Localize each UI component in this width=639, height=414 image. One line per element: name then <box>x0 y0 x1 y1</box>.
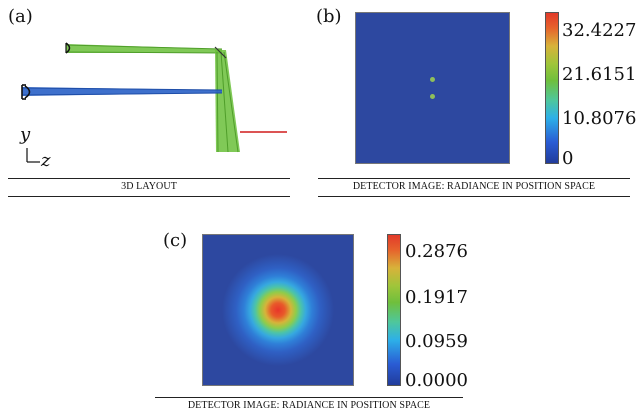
panel-c-caption: DETECTOR IMAGE: RADIANCE IN POSITION SPA… <box>187 400 431 411</box>
panel-b-rule-bottom <box>318 196 630 197</box>
spot-1 <box>430 77 435 82</box>
colorbar-c-tick-1: 0.1917 <box>405 287 468 308</box>
axis-z-label: z <box>41 150 51 171</box>
panel-a-caption: 3D LAYOUT <box>121 181 177 192</box>
panel-c-label: (c) <box>163 230 188 251</box>
colorbar-b-tick-3: 0 <box>562 148 574 169</box>
detector-image-c <box>202 234 354 386</box>
colorbar-b <box>545 12 559 164</box>
panel-a-label: (a) <box>8 6 33 27</box>
panel-b-label: (b) <box>316 6 342 27</box>
mirror <box>214 46 227 59</box>
top-beam <box>65 44 223 54</box>
panel-b-caption: DETECTOR IMAGE: RADIANCE IN POSITION SPA… <box>352 181 596 192</box>
spot-2 <box>430 94 435 99</box>
detector-image-b <box>355 12 510 164</box>
colorbar-c-tick-0: 0.2876 <box>405 241 468 262</box>
vertical-beam <box>215 50 240 153</box>
panel-a-rule-bottom <box>8 196 290 197</box>
colorbar-c <box>387 234 401 386</box>
panel-b-rule-top <box>318 178 630 179</box>
axis-indicator <box>26 148 40 163</box>
colorbar-b-tick-2: 10.8076 <box>562 108 637 129</box>
bottom-beam <box>21 87 223 96</box>
panel-c-rule-top <box>155 397 463 398</box>
colorbar-c-tick-2: 0.0959 <box>405 331 468 352</box>
axis-y-label: y <box>20 124 31 145</box>
top-source-icon <box>65 42 71 54</box>
panel-a-rule-top <box>8 178 290 179</box>
colorbar-c-tick-3: 0.0000 <box>405 370 468 391</box>
bottom-source-icon <box>21 84 31 100</box>
colorbar-b-tick-1: 21.6151 <box>562 64 637 85</box>
colorbar-b-tick-0: 32.4227 <box>562 20 637 41</box>
